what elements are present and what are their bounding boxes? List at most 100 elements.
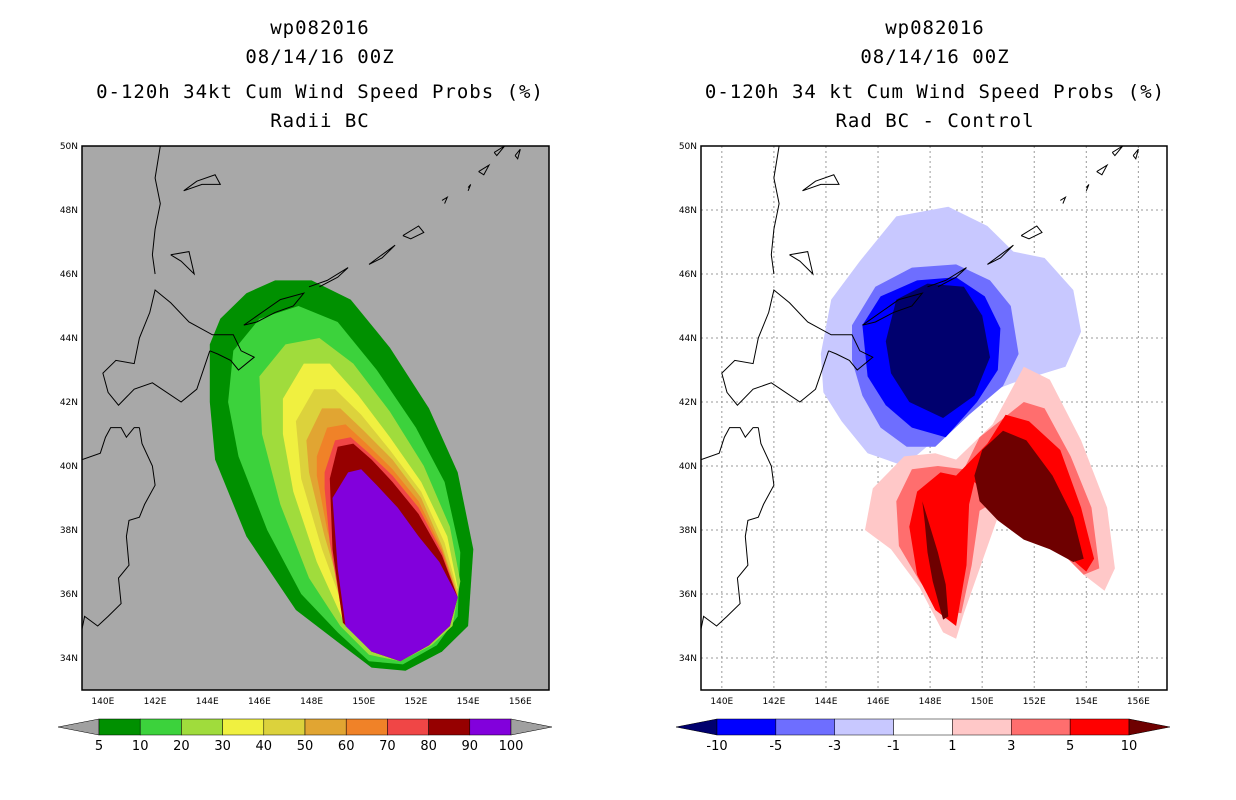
colorbar-low-arrow — [675, 718, 718, 736]
colorbar-label-40: 40 — [256, 739, 273, 754]
coastline-3 — [770, 146, 780, 275]
coastline-1 — [701, 427, 775, 674]
x-tick-label-148E: 148E — [300, 697, 323, 707]
colorbar-swatch-0 — [716, 718, 777, 736]
contour-group — [820, 206, 1115, 639]
coastline-10 — [1060, 195, 1067, 204]
left-storm-id: wp082016 — [270, 17, 370, 39]
x-tick-label-146E: 146E — [867, 697, 890, 707]
colorbar-swatch-8 — [428, 718, 471, 736]
contour-group — [209, 280, 474, 671]
coastline-5 — [802, 174, 840, 192]
contour-level-90 — [332, 469, 458, 662]
colorbar-label-90: 90 — [462, 739, 479, 754]
y-tick-label-48N: 48N — [60, 206, 78, 216]
coastline-0 — [721, 289, 874, 406]
coastline-1 — [82, 427, 156, 674]
colorbar-swatch-3 — [222, 718, 265, 736]
map-panel-rad-bc-minus-control: 140E 142E 144E 146E 148E 150E 152E 154E 156E 34N 3… — [675, 142, 1171, 754]
colorbar-label-50: 50 — [297, 739, 314, 754]
coastline-6 — [862, 292, 924, 326]
colorbar-swatch-5 — [1011, 718, 1071, 736]
coastline-12 — [478, 163, 491, 176]
y-tick-label-50N: 50N — [60, 142, 78, 152]
map-panel-radii-bc: 140E 142E 144E 146E 148E 150E 152E 154E 156E 34N 3… — [57, 142, 553, 754]
left-chart-subtitle: Radii BC — [270, 110, 370, 132]
y-tick-label-42N: 42N — [679, 398, 697, 408]
contour-level-10 — [974, 430, 1084, 562]
colorbar-label-minus-10: -10 — [706, 739, 727, 754]
coastline-11 — [467, 184, 472, 191]
x-tick-label-144E: 144E — [196, 697, 219, 707]
colorbar: 5 10 20 30 40 50 60 70 80 90 100 — [57, 718, 553, 754]
coastline-10 — [441, 195, 449, 204]
left-chart-title: 0-120h 34kt Cum Wind Speed Probs (%) — [96, 81, 544, 103]
colorbar-label-30: 30 — [214, 739, 231, 754]
colorbar-high-arrow — [510, 718, 553, 736]
coastline-group — [82, 146, 521, 674]
colorbar-swatch-4 — [952, 718, 1012, 736]
colorbar-low-arrow — [57, 718, 100, 736]
x-tick-label-154E: 154E — [1075, 697, 1098, 707]
colorbar-swatch-3 — [893, 718, 953, 736]
coastline-5 — [183, 174, 222, 192]
colorbar-label-10: 10 — [132, 739, 149, 754]
colorbar-swatch-2 — [181, 718, 223, 736]
y-tick-label-48N: 48N — [679, 206, 697, 216]
left-datetime: 08/14/16 00Z — [245, 46, 395, 68]
right-datetime: 08/14/16 00Z — [860, 46, 1010, 68]
coastline-9 — [402, 225, 425, 240]
colorbar-label-80: 80 — [420, 739, 437, 754]
coastline-13 — [1111, 146, 1124, 157]
colorbar-label-1: 1 — [948, 739, 956, 754]
colorbar-swatch-1 — [139, 718, 182, 736]
y-tick-label-44N: 44N — [679, 334, 697, 344]
coastline-2 — [701, 427, 759, 461]
y-tick-label-38N: 38N — [60, 526, 78, 536]
coastline-14 — [1132, 148, 1139, 160]
colorbar-swatch-6 — [345, 718, 388, 736]
colorbar-label-3: 3 — [1007, 739, 1015, 754]
right-title-block: wp082016 08/14/16 00Z 0-120h 34 kt Cum W… — [655, 14, 1215, 136]
contour-level-5 — [909, 414, 1095, 626]
right-chart-subtitle: Rad BC - Control — [835, 110, 1035, 132]
x-tick-label-140E: 140E — [710, 697, 733, 707]
colorbar: -10 -5 -3 -1 1 3 5 10 — [675, 718, 1171, 754]
x-tick-label-142E: 142E — [144, 697, 167, 707]
colorbar-label-100: 100 — [499, 739, 524, 754]
coastline-14 — [514, 148, 521, 160]
colorbar-label-60: 60 — [338, 739, 355, 754]
colorbar-swatch-4 — [263, 718, 306, 736]
y-tick-label-46N: 46N — [60, 270, 78, 280]
coastline-6 — [243, 292, 306, 326]
coastline-0 — [102, 289, 256, 406]
y-tick-label-44N: 44N — [60, 334, 78, 344]
coastline-13 — [493, 146, 505, 157]
contour-level-minus-10 — [885, 283, 990, 418]
colorbar-swatch-1 — [775, 718, 835, 736]
y-tick-label-36N: 36N — [60, 590, 78, 600]
y-tick-label-40N: 40N — [60, 462, 78, 472]
colorbar-label-minus-1: -1 — [887, 739, 900, 754]
colorbar-swatch-5 — [304, 718, 347, 736]
coastline-4 — [789, 251, 814, 276]
x-tick-label-140E: 140E — [91, 697, 114, 707]
right-chart-title: 0-120h 34 kt Cum Wind Speed Probs (%) — [704, 81, 1166, 103]
coastline-7 — [308, 267, 349, 288]
coastline-group — [701, 146, 1139, 674]
x-tick-label-148E: 148E — [919, 697, 942, 707]
map-frame — [81, 145, 550, 691]
map-frame — [700, 145, 1168, 691]
coastline-3 — [151, 146, 161, 275]
y-tick-label-40N: 40N — [679, 462, 697, 472]
coastline-8 — [987, 244, 1014, 265]
x-tick-label-146E: 146E — [248, 697, 271, 707]
left-title-block: wp082016 08/14/16 00Z 0-120h 34kt Cum Wi… — [40, 14, 600, 136]
x-tick-label-154E: 154E — [457, 697, 480, 707]
coastline-7 — [927, 267, 967, 288]
y-tick-label-38N: 38N — [679, 526, 697, 536]
x-tick-label-152E: 152E — [1023, 697, 1046, 707]
coastline-4 — [170, 251, 196, 276]
colorbar-label-minus-3: -3 — [828, 739, 841, 754]
